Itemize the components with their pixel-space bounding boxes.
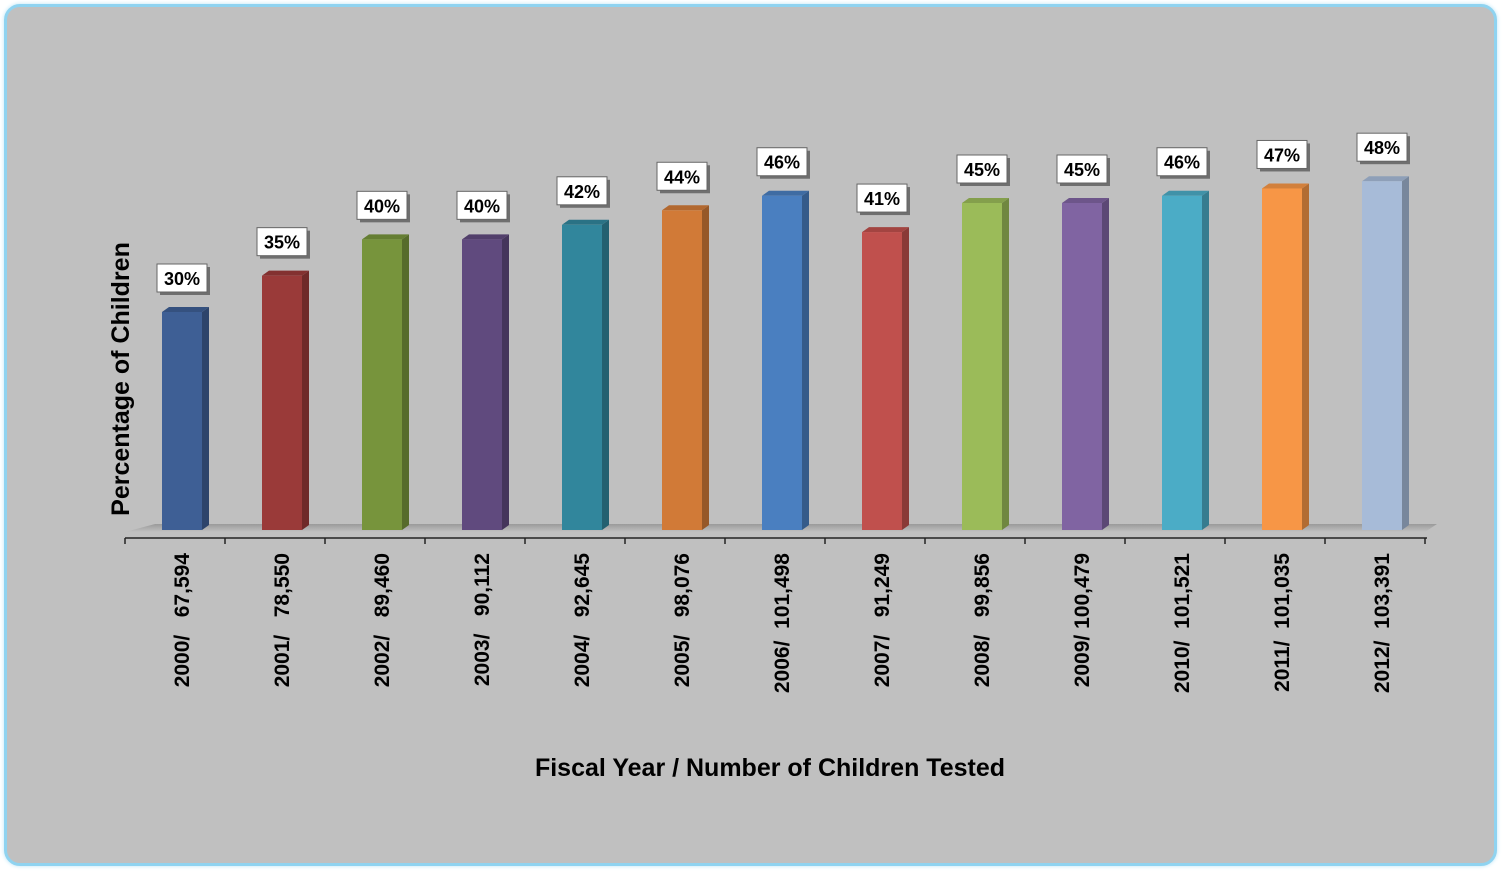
- bar-1: [262, 270, 309, 530]
- x-tick-label-5: 2005/ 98,076: [671, 553, 694, 687]
- bar-10: [1162, 190, 1209, 530]
- data-label-text-0: 30%: [164, 269, 200, 289]
- data-label-6: 46%: [756, 147, 810, 179]
- data-label-text-3: 40%: [464, 196, 500, 216]
- data-label-3: 40%: [456, 190, 510, 223]
- data-label-text-11: 47%: [1264, 145, 1300, 165]
- data-label-5: 44%: [656, 161, 710, 194]
- x-tick-label-11: 2011/ 101,035: [1271, 553, 1294, 692]
- data-label-7: 41%: [856, 183, 910, 216]
- bar-6: [762, 190, 809, 530]
- bar-11: [1262, 183, 1309, 530]
- data-label-text-6: 46%: [764, 153, 800, 173]
- data-label-4: 42%: [556, 176, 610, 208]
- bar-chart: 30%35%40% 40%42%44%46%41%45% 45% 46% 47% 48% …: [107, 132, 1437, 782]
- data-label-0: 30%: [156, 263, 210, 295]
- bar-9: [1062, 198, 1109, 530]
- x-tick-label-2: 2002/ 89,460: [371, 553, 394, 687]
- data-label-12: 48%: [1356, 132, 1410, 165]
- bar-0: [162, 307, 209, 530]
- bar-12: [1362, 176, 1409, 530]
- x-tick-label-9: 2009/ 100,479: [1071, 553, 1094, 687]
- data-label-10: 46%: [1156, 147, 1210, 179]
- bar-5: [662, 205, 709, 530]
- y-axis-title: Percentage of Children: [107, 242, 135, 516]
- x-tick-label-1: 2001/ 78,550: [271, 553, 294, 687]
- data-label-text-2: 40%: [364, 196, 400, 216]
- data-label-text-4: 42%: [564, 182, 600, 202]
- data-label-text-8: 45%: [964, 160, 1000, 180]
- x-axis-title: Fiscal Year / Number of Children Tested: [535, 754, 1005, 782]
- chart-panel: 30% 35% 40% 40% 42% 44% 46% 41% 45% 45% 46% 47% 48% …: [4, 4, 1497, 866]
- bar-8: [962, 198, 1009, 530]
- x-tick-label-7: 2007/ 91,249: [871, 553, 894, 687]
- bar-4: [562, 219, 609, 531]
- data-label-9: 45%: [1056, 154, 1110, 186]
- bar-3: [462, 234, 509, 531]
- data-label-1: 35%: [256, 227, 310, 259]
- data-label-text-12: 48%: [1364, 138, 1400, 158]
- data-label-text-9: 45%: [1064, 160, 1100, 180]
- x-tick-label-6: 2006/ 101,498: [771, 553, 794, 693]
- data-label-text-5: 44%: [664, 167, 700, 187]
- data-label-8: 45%: [956, 154, 1010, 186]
- data-label-text-10: 46%: [1164, 153, 1200, 173]
- x-tick-label-12: 2012/ 103,391: [1371, 553, 1394, 693]
- x-tick-label-10: 2010/ 101,521: [1171, 553, 1194, 693]
- data-label-text-1: 35%: [264, 233, 300, 253]
- x-tick-label-8: 2008/ 99,856: [971, 553, 994, 687]
- data-label-11: 47%: [1256, 139, 1310, 172]
- data-label-2: 40%: [356, 190, 410, 223]
- data-label-text-7: 41%: [864, 189, 900, 209]
- x-tick-label-0: 2000/ 67,594: [171, 553, 194, 688]
- bar-7: [862, 227, 909, 531]
- bar-2: [362, 234, 409, 531]
- x-tick-label-3: 2003/ 90,112: [471, 553, 494, 686]
- x-tick-label-4: 2004/ 92,645: [571, 553, 594, 688]
